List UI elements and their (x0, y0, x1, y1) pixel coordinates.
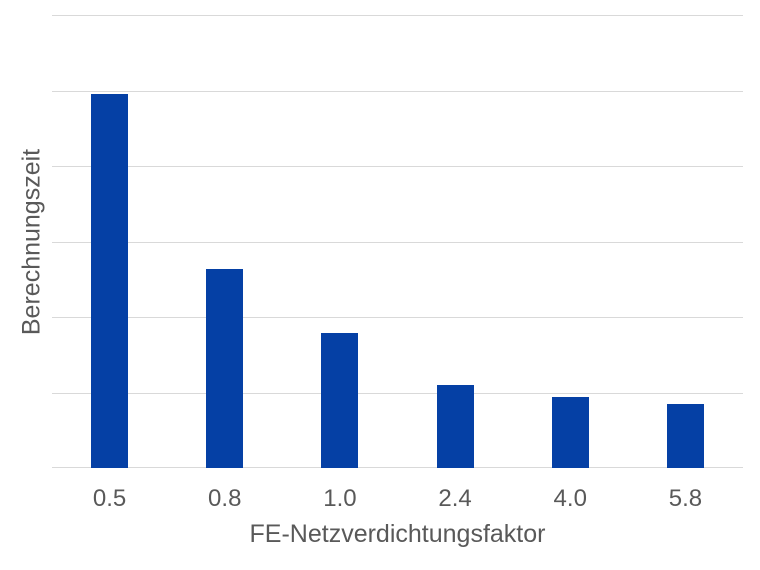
bar-0.5 (91, 94, 129, 468)
x-tick-label: 0.8 (208, 485, 242, 512)
gridline (52, 166, 743, 167)
bar-1.0 (321, 332, 359, 468)
y-axis-title: Berechnungszeit (17, 148, 46, 336)
x-tick-label: 4.0 (553, 485, 587, 512)
bar-2.4 (436, 384, 474, 468)
x-tick-label: 2.4 (438, 485, 472, 512)
gridline (52, 241, 743, 243)
bar-0.8 (206, 268, 244, 468)
gridline (52, 90, 743, 92)
gridline (52, 15, 743, 16)
bar-4.0 (551, 397, 589, 468)
x-axis-title: FE-Netzverdichtungsfaktor (249, 520, 546, 548)
gridline (52, 317, 743, 318)
gridline (52, 392, 743, 394)
x-axis-tick-labels: 0.5 0.8 1.0 2.4 4.0 5.8 (52, 484, 743, 514)
x-tick-label: 5.8 (668, 485, 703, 512)
plot-area (52, 15, 743, 468)
gridline (52, 467, 743, 468)
bar-5.8 (666, 403, 704, 468)
x-tick-label: 0.5 (92, 485, 127, 512)
x-tick-label: 1.0 (323, 485, 357, 512)
